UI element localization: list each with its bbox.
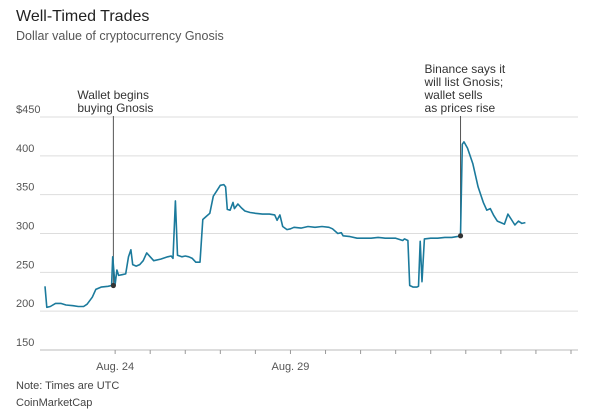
y-tick-label: 250 <box>16 259 34 271</box>
annotation-text: as prices rise <box>425 101 496 115</box>
annotation-marker <box>457 233 464 239</box>
x-tick-label: Aug. 24 <box>96 361 134 373</box>
y-tick-label: 200 <box>16 298 34 310</box>
y-tick-label: 300 <box>16 221 34 233</box>
chart-title: Well-Timed Trades <box>16 8 150 25</box>
x-tick-label: Aug. 29 <box>271 361 309 373</box>
annotation-text: will list Gnosis; <box>424 75 504 89</box>
y-axis-labels: 150 200 250 300 350 400 $450 <box>16 104 40 349</box>
x-axis-labels: Aug. 24 Aug. 29 <box>96 361 309 373</box>
chart-subtitle: Dollar value of cryptocurrency Gnosis <box>16 29 224 43</box>
footnote: Note: Times are UTC <box>16 380 120 392</box>
series <box>44 141 526 309</box>
annotation-text: Wallet begins <box>77 88 149 102</box>
annotation-text: wallet sells <box>424 88 483 102</box>
y-tick-label: $450 <box>16 104 40 116</box>
x-axis-ticks <box>114 350 572 354</box>
y-tick-label: 150 <box>16 337 34 349</box>
gridlines <box>40 116 578 351</box>
annotation-markers <box>110 233 464 289</box>
series-line-gnosis <box>44 141 526 309</box>
annotation-text: Binance says it <box>425 62 506 76</box>
source-credit: CoinMarketCap <box>16 397 93 409</box>
y-tick-label: 350 <box>16 182 34 194</box>
annotation-text: buying Gnosis <box>77 101 153 115</box>
annotation-marker <box>110 282 116 289</box>
y-tick-label: 400 <box>16 143 34 155</box>
